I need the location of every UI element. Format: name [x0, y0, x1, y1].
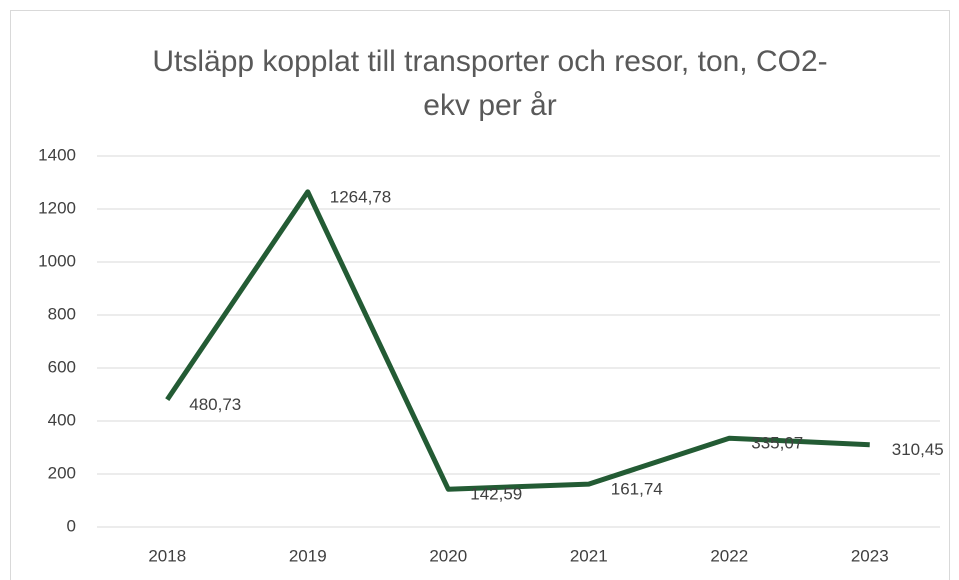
y-tick-label: 1200 [38, 198, 76, 217]
y-tick-label: 200 [48, 463, 76, 482]
chart-border [10, 10, 950, 580]
x-tick-label: 2018 [148, 546, 186, 565]
data-label: 480,73 [189, 395, 241, 414]
data-label: 161,74 [611, 480, 663, 499]
x-tick-label: 2020 [429, 546, 467, 565]
data-label: 310,45 [892, 440, 944, 459]
x-tick-label: 2019 [289, 546, 327, 565]
y-tick-label: 400 [48, 410, 76, 429]
chart-title: Utsläpp kopplat till transporter och res… [152, 45, 828, 122]
x-tick-label: 2022 [710, 546, 748, 565]
y-tick-label: 600 [48, 357, 76, 376]
y-tick-label: 0 [67, 516, 76, 535]
line-series [165, 189, 870, 492]
y-tick-label: 1000 [38, 251, 76, 270]
x-tick-label: 2021 [570, 546, 608, 565]
data-label: 1264,78 [330, 187, 391, 206]
y-tick-label: 800 [48, 304, 76, 323]
y-tick-label: 1400 [38, 145, 76, 164]
data-label: 335,07 [751, 434, 803, 453]
data-label: 142,59 [470, 485, 522, 504]
x-tick-label: 2023 [851, 546, 889, 565]
